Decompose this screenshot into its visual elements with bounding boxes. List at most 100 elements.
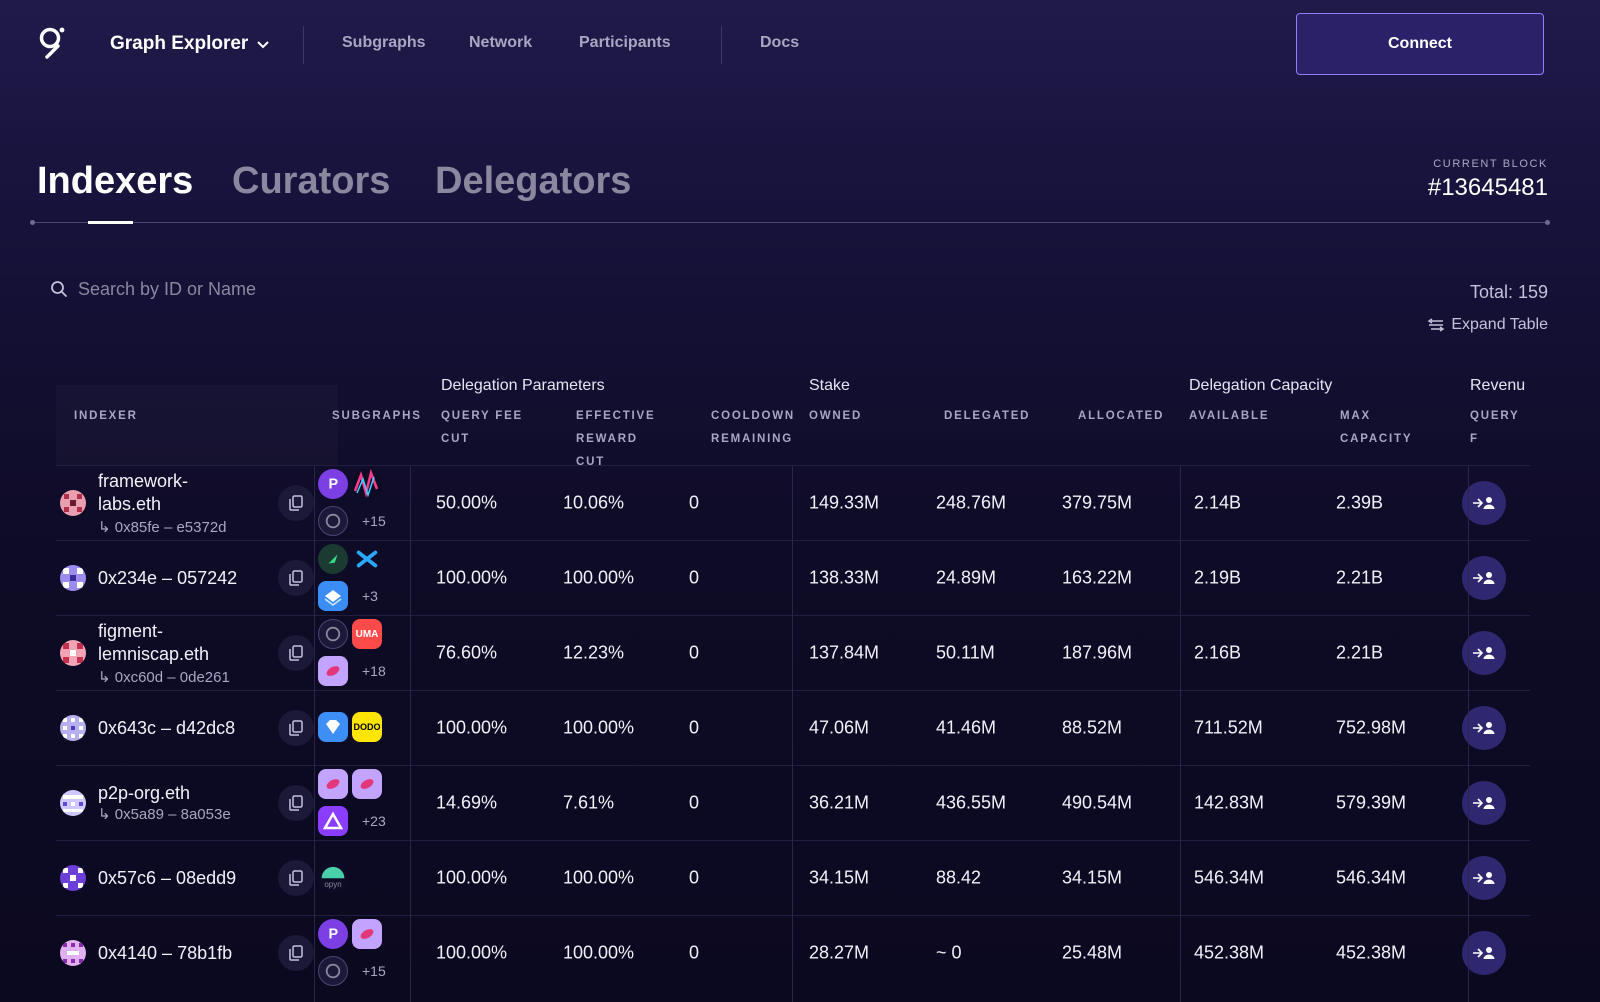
tab-curators[interactable]: Curators [232, 160, 391, 202]
delegate-button[interactable] [1462, 481, 1506, 525]
subgraph-icon-swap[interactable] [352, 544, 382, 574]
more-subgraphs-count[interactable]: +15 [362, 963, 386, 979]
copy-button[interactable] [278, 710, 314, 746]
col-max-capacity[interactable]: MAX CAPACITY [1340, 410, 1413, 445]
expand-table-button[interactable]: Expand Table [1427, 316, 1548, 334]
subgraph-icon-leaf[interactable] [318, 544, 348, 574]
copy-icon [289, 495, 303, 511]
col-owned[interactable]: OWNED [809, 410, 863, 422]
nav-divider [721, 26, 722, 64]
available-capacity: 546.34M [1194, 867, 1265, 888]
subgraph-icon-lens[interactable] [318, 769, 348, 799]
copy-button[interactable] [278, 785, 314, 821]
allocated-stake: 34.15M [1062, 867, 1123, 888]
tab-delegators[interactable]: Delegators [435, 160, 632, 202]
copy-button[interactable] [278, 560, 314, 596]
tab-indexers[interactable]: Indexers [37, 160, 194, 202]
col-effective-reward-cut[interactable]: EFFECTIVE REWARD CUT [576, 410, 656, 468]
delegate-button[interactable] [1462, 556, 1506, 600]
table-row[interactable]: framework- labs.eth ↳ 0x85fe – e5372d P … [56, 465, 1530, 540]
more-subgraphs-count[interactable]: +23 [362, 813, 386, 829]
table-row[interactable]: 0x234e – 057242 +3 100.00% 100.00% 0 138… [56, 540, 1530, 615]
delegate-button[interactable] [1462, 781, 1506, 825]
copy-button[interactable] [278, 485, 314, 521]
avatar [60, 790, 86, 816]
col-query-fee-cut[interactable]: QUERY FEE CUT [441, 410, 524, 445]
subgraph-icon-lens[interactable] [352, 769, 382, 799]
query-fee-cut: 100.00% [436, 567, 508, 588]
query-fee-cut: 50.00% [436, 492, 498, 513]
nav-link-docs[interactable]: Docs [760, 34, 800, 51]
table-row[interactable]: 0x643c – d42dc8 DODO 100.00% 100.00% 0 4… [56, 690, 1530, 765]
max-capacity: 2.39B [1336, 492, 1384, 513]
subgraph-icon-wave[interactable] [352, 469, 382, 499]
delegate-button[interactable] [1462, 931, 1506, 975]
col-delegated[interactable]: DELEGATED [944, 410, 1031, 422]
subgraph-icon-triangle[interactable] [318, 806, 348, 836]
effective-reward-cut: 100.00% [563, 867, 635, 888]
copy-icon [289, 570, 303, 586]
col-available[interactable]: AVAILABLE [1189, 410, 1270, 422]
connect-button[interactable]: Connect [1296, 13, 1544, 75]
graph-logo-icon[interactable] [38, 26, 66, 62]
indexer-name[interactable]: framework- labs.eth [98, 471, 189, 514]
copy-button[interactable] [278, 635, 314, 671]
search-input[interactable] [78, 278, 418, 300]
more-subgraphs-count[interactable]: +18 [362, 663, 386, 679]
group-delegation-capacity: Delegation Capacity [1189, 377, 1333, 394]
nav-link-network[interactable]: Network [469, 34, 533, 51]
cooldown-remaining: 0 [689, 492, 700, 513]
subgraph-icon-pooltogether[interactable]: P [318, 919, 348, 949]
copy-button[interactable] [278, 860, 314, 896]
col-indexer[interactable]: INDEXER [74, 410, 138, 422]
indexer-name[interactable]: 0x643c – d42dc8 [98, 718, 236, 738]
subgraph-icon-uma[interactable]: UMA [352, 619, 382, 649]
max-capacity: 579.39M [1336, 792, 1407, 813]
subgraph-icon-pooltogether[interactable]: P [318, 469, 348, 499]
subgraph-icon-lens[interactable] [318, 656, 348, 686]
indexer-name[interactable]: figment- lemniscap.eth [98, 621, 210, 664]
nav-link-subgraphs[interactable]: Subgraphs [342, 34, 426, 51]
effective-reward-cut: 100.00% [563, 942, 635, 963]
current-block-value: #13645481 [1427, 174, 1548, 201]
table-row[interactable]: figment- lemniscap.eth ↳ 0xc60d – 0de261… [56, 615, 1530, 690]
indexer-name[interactable]: 0x234e – 057242 [98, 568, 238, 588]
delegate-button[interactable] [1462, 631, 1506, 675]
subgraph-icon-diamond[interactable] [318, 712, 348, 742]
copy-icon [289, 795, 303, 811]
expand-table-label: Expand Table [1451, 316, 1548, 333]
graph-explorer-menu[interactable]: Graph Explorer [110, 33, 270, 55]
svg-text:P: P [329, 477, 339, 493]
more-subgraphs-count[interactable]: +15 [362, 513, 386, 529]
delegated-stake: 41.46M [936, 717, 997, 738]
indexer-name[interactable]: 0x57c6 – 08edd9 [98, 868, 237, 888]
subgraph-icon-opyn[interactable]: opyn [318, 862, 348, 892]
subgraph-icon-crescent[interactable] [318, 956, 348, 986]
group-delegation-parameters: Delegation Parameters [441, 377, 605, 394]
delegate-button[interactable] [1462, 706, 1506, 750]
avatar [60, 940, 86, 966]
divider-dot [30, 220, 35, 225]
owned-stake: 28.27M [809, 942, 870, 963]
active-tab-indicator [88, 221, 133, 224]
table-row[interactable]: 0x4140 – 78b1fb P +15 100.00% 100.00% 0 … [56, 915, 1530, 990]
indexer-name[interactable]: 0x4140 – 78b1fb [98, 943, 233, 963]
subgraph-icon-dodo[interactable]: DODO [352, 712, 382, 742]
subgraph-icon-lens[interactable] [352, 919, 382, 949]
subgraph-icon-layers[interactable] [318, 581, 348, 611]
subgraph-icon-crescent[interactable] [318, 506, 348, 536]
col-subgraphs[interactable]: SUBGRAPHS [332, 410, 422, 422]
subgraph-icon-crescent[interactable] [318, 619, 348, 649]
table-row[interactable]: 0x57c6 – 08edd9 opyn 100.00% 100.00% 0 3… [56, 840, 1530, 915]
table-row[interactable]: p2p-org.eth ↳ 0x5a89 – 8a053e +23 14.69%… [56, 765, 1530, 840]
nav-link-participants[interactable]: Participants [579, 34, 671, 51]
col-query-fees[interactable]: QUERY F [1470, 410, 1520, 445]
expand-icon [1427, 318, 1445, 332]
delegate-button[interactable] [1462, 856, 1506, 900]
col-cooldown-remaining[interactable]: COOLDOWN REMAINING [711, 410, 796, 445]
more-subgraphs-count[interactable]: +3 [362, 588, 378, 604]
col-allocated[interactable]: ALLOCATED [1078, 410, 1165, 422]
copy-button[interactable] [278, 935, 314, 971]
indexer-address: ↳ 0x85fe – e5372d [98, 519, 227, 536]
indexer-name[interactable]: p2p-org.eth [98, 783, 191, 803]
